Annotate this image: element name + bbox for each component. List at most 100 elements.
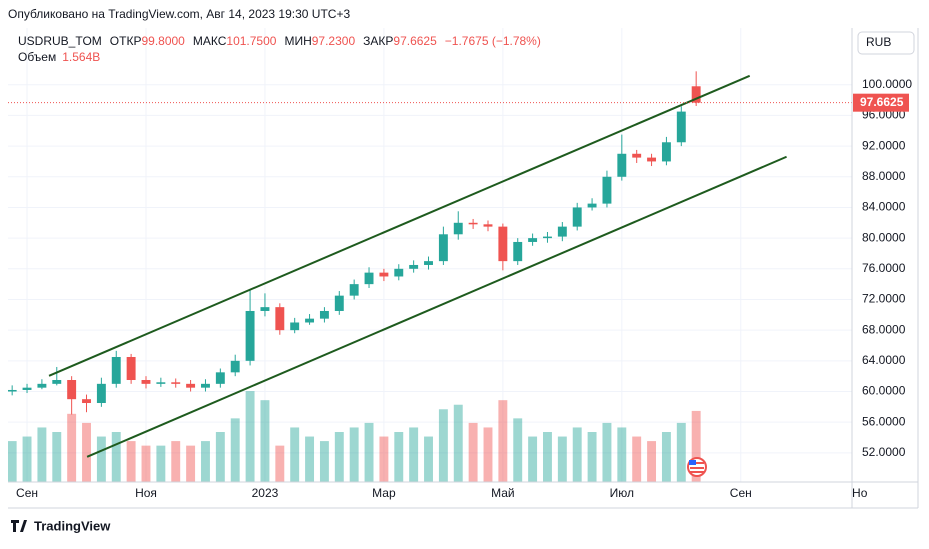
candle-body [126,356,136,381]
volume-value: 1.564B [62,50,100,64]
x-tick-label: Мар [372,486,396,500]
volume-bar [215,432,225,482]
candle-body [409,264,419,269]
currency-button[interactable] [857,31,915,55]
candle-body [260,307,270,311]
x-tick-label: Май [491,486,515,500]
volume-bar [201,441,210,482]
candle-body [8,389,17,392]
candle-body [171,382,181,384]
volume-bar [364,422,374,482]
trend-line [48,74,751,377]
volume-bar [334,432,344,482]
legend-label: МАКС [193,34,227,48]
volume-bar [186,445,196,482]
legend-label: ЗАКР [363,34,393,48]
candle-body [275,307,285,331]
volume-bar [96,436,106,482]
volume-bar [260,400,270,482]
y-tick-label: 56.0000 [862,414,906,428]
candle-body [96,383,106,404]
volume-bar [8,441,17,482]
volume-bar [111,432,121,482]
y-tick-label: 52.0000 [862,445,906,459]
candle-body [424,261,433,265]
symbol-legend: USDRUB_TOM ОТКР99.8000 МАКС101.7500 МИН97.2… [18,34,541,48]
candle-body [691,86,701,103]
legend-label: МИН [284,34,311,48]
candle-body [52,380,62,384]
candle-body [230,360,240,373]
candle-body [141,380,151,384]
candle-body [186,383,196,388]
candle-body [349,284,359,296]
candle-body [67,380,77,400]
volume-bar [52,432,62,482]
volume-bar [37,427,47,482]
trend-line [86,155,787,458]
candle-body [528,238,538,242]
volume-bar [394,432,404,482]
volume-bar [632,436,642,482]
candle-body [201,383,210,388]
candle-body [647,157,657,162]
candle-body [22,387,32,390]
candle-body [617,153,627,177]
legend-change: −1.7675 (−1.78%) [445,34,541,48]
volume-bar [409,427,419,482]
volume-bar [319,441,329,482]
candle-body [513,241,523,262]
volume-bar [691,410,701,482]
flag-icon [687,457,707,477]
candle-body [483,224,493,227]
volume-bar [141,445,151,482]
candle-body [82,399,91,404]
volume-bar [438,409,448,482]
x-tick-label: Сен [16,486,38,500]
volume-bar [171,441,181,482]
candle-body [468,222,478,225]
published: Опубликовано на TradingView.com, Авг 14,… [8,7,350,21]
y-tick-label: 84.0000 [862,200,906,214]
volume-bar [67,413,77,482]
volume-bar [661,432,671,482]
legend-label: ОТКР [110,34,142,48]
candle-body [305,318,315,323]
candle-body [453,222,463,235]
candle-body [111,356,121,384]
currency[interactable]: RUB [866,35,891,49]
volume-bar [483,427,493,482]
volume-bar [305,436,315,482]
volume-legend: Объем 1.564B [18,50,100,64]
y-tick-label: 68.0000 [862,322,906,336]
brand-logo [11,520,27,532]
candle-body [676,111,686,143]
volume-label: Объем [18,50,56,64]
volume-bar [245,391,255,482]
candle-body [319,310,329,319]
candle-body [587,203,597,208]
volume-bar [468,422,478,482]
y-tick-label: 100.0000 [862,77,912,91]
candle-body [632,153,642,158]
candle-body [438,234,448,262]
volume-bar [528,436,538,482]
volume-bar [617,427,627,482]
volume-bar [543,432,552,482]
x-tick-label: Июл [610,486,634,500]
candle-body [498,226,508,262]
candle-body [364,272,374,285]
symbol: USDRUB_TOM [18,34,102,48]
brand: TradingView [34,518,111,533]
volume-bar [647,441,657,482]
last-price-box [853,93,909,112]
candle-body [661,142,671,162]
last-price-label: 97.6625 [860,95,904,109]
y-tick-label: 60.0000 [862,384,906,398]
legend-value: 101.7500 [226,34,276,48]
x-tick-label: Ноя [135,486,157,500]
volume-bar [572,427,582,482]
volume-bar [557,436,567,482]
